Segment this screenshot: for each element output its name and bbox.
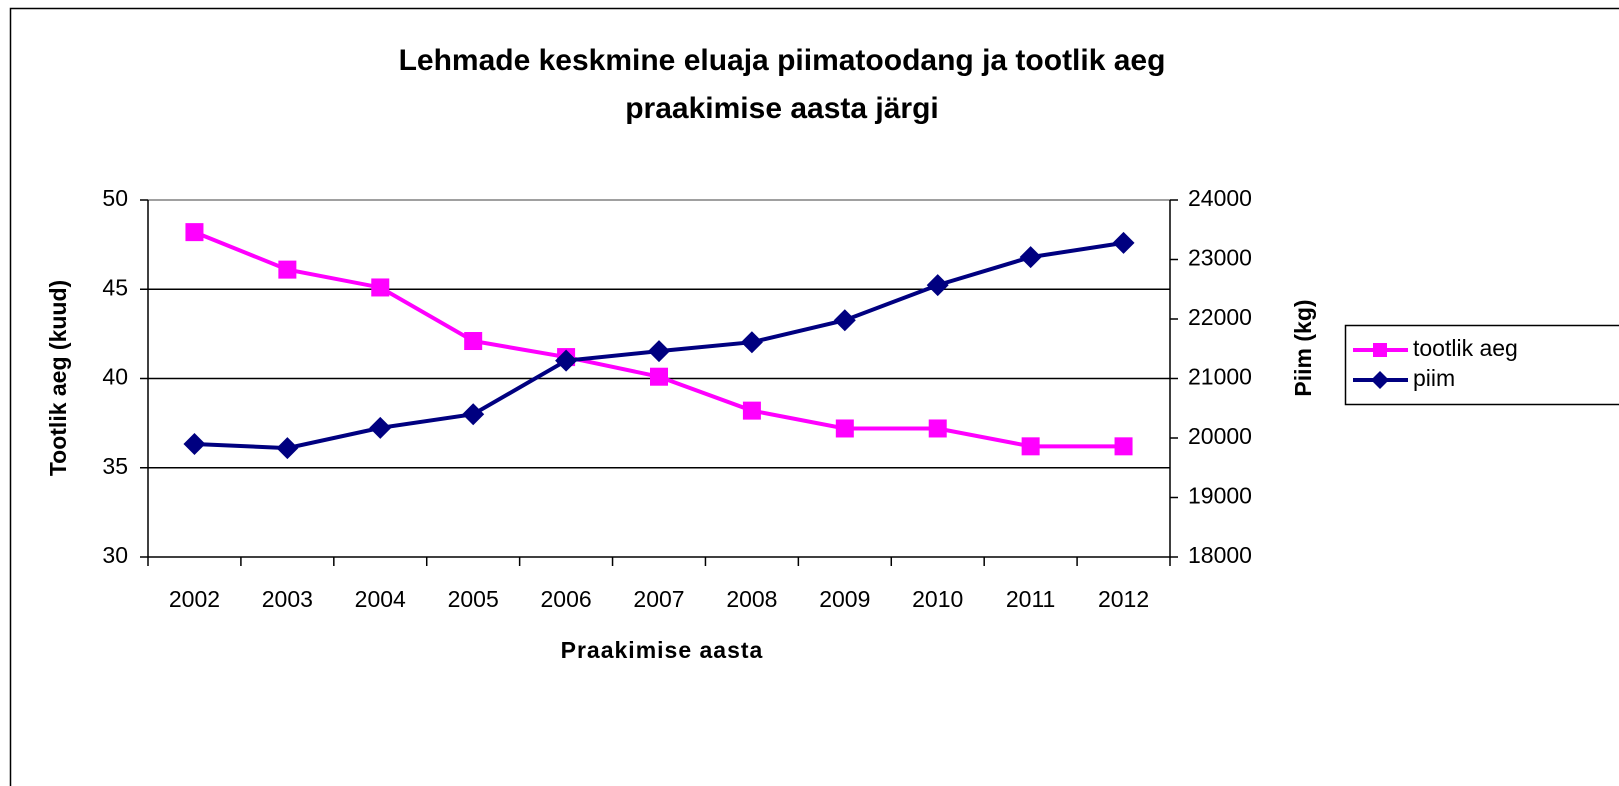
y2-tick-label: 20000 — [1188, 423, 1252, 449]
marker — [742, 401, 761, 420]
x-tick-label: 2011 — [1006, 586, 1055, 612]
y-axis-title: Tootlik aeg (kuud) — [45, 280, 71, 476]
series-line — [193, 230, 1124, 449]
legend-label: piim — [1413, 365, 1455, 391]
marker — [464, 332, 483, 351]
chart-border — [9, 7, 1619, 786]
x-tick-label: 2002 — [169, 586, 220, 612]
marker — [740, 331, 763, 354]
marker — [926, 274, 949, 297]
x-tick-label: 2010 — [912, 586, 963, 612]
chart-title: Lehmade keskmine eluaja piimatoodang ja … — [399, 44, 1166, 77]
y-tick-label: 40 — [102, 364, 128, 390]
y2-tick-label: 19000 — [1188, 483, 1252, 509]
x-tick-label: 2008 — [726, 586, 777, 612]
x-tick-label: 2003 — [262, 586, 313, 612]
x-tick-label: 2005 — [448, 586, 499, 612]
marker — [928, 419, 947, 438]
marker — [833, 309, 856, 332]
y-tick-label: 50 — [102, 185, 128, 211]
chart-title: praakimise aasta järgi — [625, 92, 939, 125]
y2-tick-label: 23000 — [1188, 245, 1252, 271]
marker — [183, 432, 206, 455]
marker — [462, 403, 485, 426]
y2-tick-label: 24000 — [1188, 185, 1252, 211]
x-tick-label: 2004 — [355, 586, 406, 612]
marker — [1114, 437, 1133, 456]
y2-tick-label: 22000 — [1188, 304, 1252, 330]
marker — [1373, 343, 1387, 357]
y-tick-label: 35 — [102, 453, 128, 479]
x-tick-label: 2006 — [541, 586, 592, 612]
marker — [371, 278, 390, 297]
marker — [369, 416, 392, 439]
marker — [276, 437, 299, 460]
marker — [555, 349, 578, 372]
marker — [650, 367, 668, 386]
y2-tick-label: 18000 — [1188, 542, 1252, 568]
y-tick-label: 45 — [102, 274, 128, 300]
marker — [1371, 371, 1389, 389]
marker — [1021, 437, 1040, 456]
marker — [1112, 231, 1135, 254]
marker — [648, 340, 670, 363]
marker — [1019, 246, 1042, 269]
marker — [278, 260, 297, 279]
legend-box — [1344, 324, 1619, 406]
x-tick-label: 2007 — [633, 586, 684, 612]
x-axis-title: Praakimise aasta — [561, 637, 764, 663]
legend-label: tootlik aeg — [1413, 335, 1518, 361]
marker — [185, 223, 204, 242]
y2-tick-label: 21000 — [1188, 364, 1252, 390]
y-tick-label: 30 — [102, 542, 128, 568]
y2-axis-title: Piim (kg) — [1290, 299, 1316, 396]
x-tick-label: 2009 — [819, 586, 870, 612]
marker — [835, 419, 854, 438]
x-tick-label: 2012 — [1098, 586, 1149, 612]
